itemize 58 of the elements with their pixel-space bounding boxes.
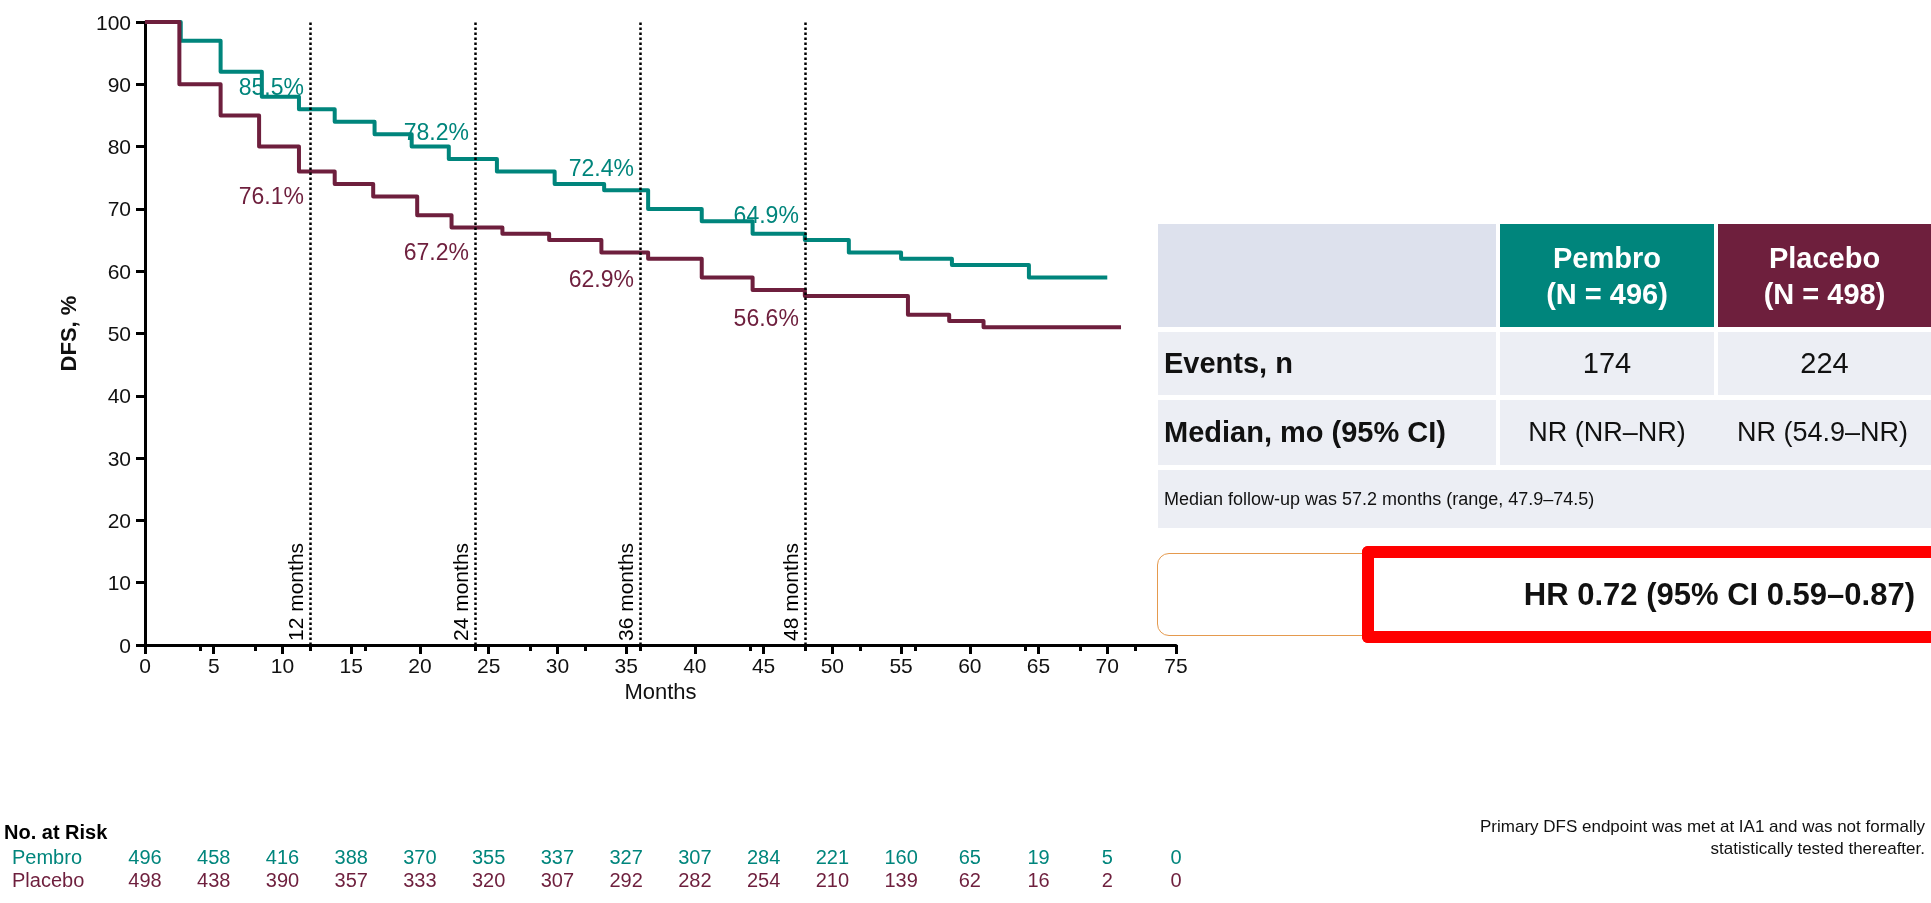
text: 174: [1582, 347, 1632, 379]
x-tick-label: 65: [1026, 654, 1051, 677]
annotation: Median, mo (95% CI): [1158, 400, 1496, 465]
x-tick-label: 20: [408, 654, 432, 677]
y-tick-label: 10: [107, 571, 131, 595]
y-tick-label: 60: [107, 259, 131, 283]
text: (N = 496): [1546, 277, 1668, 310]
x-tick-label: 70: [1095, 654, 1119, 677]
x-tick-label: 25: [476, 654, 501, 677]
ref-line-label: 24 months: [448, 542, 472, 641]
annotation: Events, n: [1158, 332, 1496, 395]
y-tick-label: 70: [107, 197, 131, 221]
text: No. at Risk: [4, 821, 109, 843]
x-tick-label: 5: [207, 654, 220, 677]
text: HR 0.72 (95% CI 0.59–0.87): [1362, 546, 1931, 643]
y-tick-label: 80: [107, 135, 131, 159]
annotation: 76.1%: [238, 183, 304, 210]
x-axis-title: Months: [624, 679, 697, 705]
annotation: 72.4%: [568, 155, 634, 182]
annotation: 62.9%: [568, 265, 634, 292]
annotation: 64.9%: [733, 202, 799, 229]
text: NR (NR–NR): [1528, 417, 1686, 447]
x-tick-label: 75: [1164, 654, 1188, 677]
ref-line-label: 12 months: [283, 542, 307, 641]
text: 224: [1800, 347, 1849, 379]
ref-line-label: 36 months: [613, 542, 637, 641]
x-tick-label: 60: [958, 654, 982, 677]
y-tick-label: 20: [107, 508, 131, 532]
x-tick-label: 10: [270, 654, 295, 677]
y-tick-label: 90: [107, 72, 131, 96]
text: Pembro: [1553, 241, 1661, 274]
text: NR (54.9–NR): [1736, 417, 1909, 447]
x-tick-label: 45: [751, 654, 776, 677]
text: 498 438 390 357 333 320 307 292 282 254 210 139 62 16 2 0: [128, 869, 1182, 891]
x-tick-label: 40: [683, 654, 707, 677]
ref-line-label: 48 months: [778, 542, 802, 641]
y-axis-title: DFS, %: [55, 295, 81, 372]
y-tick-label: 40: [107, 384, 131, 408]
x-tick-label: 30: [545, 654, 570, 677]
x-tick-label: 50: [820, 654, 845, 677]
x-tick-label: 55: [889, 654, 913, 677]
annotation: Median follow-up was 57.2 months (range, 47.9–74.5): [1158, 470, 1931, 528]
x-tick-label: 15: [339, 654, 363, 677]
y-tick-label: 0: [119, 633, 131, 657]
text: (N = 498): [1763, 277, 1886, 310]
annotation: 56.6%: [733, 304, 799, 331]
x-tick-label: 0: [139, 654, 151, 677]
annotation: 67.2%: [403, 238, 469, 265]
text: Pembro: [12, 846, 83, 868]
text: 496 458 416 388 370 355 337 327 307 284 221 160 65 19 5 0: [128, 846, 1182, 868]
y-tick-label: 100: [95, 10, 131, 34]
x-tick-label: 35: [614, 654, 638, 677]
text: Placebo: [1768, 241, 1881, 274]
text: Primary DFS endpoint was met at IA1 and was not formally statistically tested thereafter.: [1479, 816, 1925, 860]
y-tick-label: 30: [107, 446, 131, 470]
text: Placebo: [12, 869, 85, 891]
y-tick-label: 50: [107, 322, 131, 345]
annotation: 78.2%: [403, 119, 469, 146]
